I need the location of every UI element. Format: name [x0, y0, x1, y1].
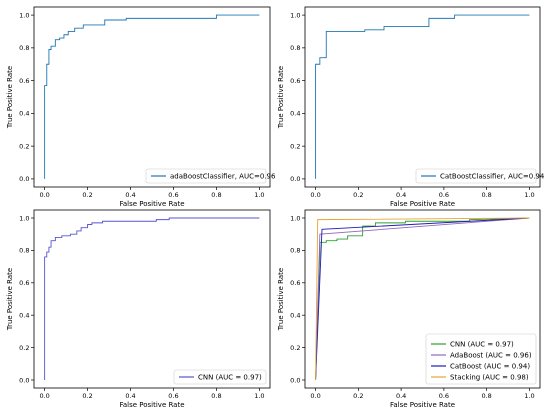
axes-frame	[33, 209, 271, 389]
x-tick-label: 1.0	[254, 392, 264, 400]
y-tick-label: 0.0	[19, 175, 29, 183]
x-tick-label: 0.4	[396, 392, 406, 400]
y-tick-label: 0.0	[290, 376, 300, 384]
legend-entry: AdaBoost (AUC = 0.96)	[450, 351, 532, 359]
legend-entry: adaBoostClassifier, AUC=0.96	[170, 172, 276, 180]
roc-curve-series	[44, 217, 260, 380]
roc-curve-series	[315, 217, 530, 380]
y-tick-label: 0.2	[290, 344, 300, 352]
legend: CNN (AUC = 0.97)	[173, 369, 267, 385]
x-tick-label: 0.8	[481, 392, 491, 400]
legend: CatBoostClassifier, AUC=0.94	[415, 168, 545, 184]
x-axis-label: False Positive Rate	[119, 401, 184, 409]
legend-entry: CNN (AUC = 0.97)	[450, 340, 514, 348]
legend-entry: CNN (AUC = 0.97)	[198, 373, 262, 381]
legend-entry: Stacking (AUC = 0.98)	[450, 373, 529, 381]
x-axis-label: False Positive Rate	[390, 200, 455, 208]
roc-panel-3: 0.0 0.2 0.4 0.6 0.8 1.0 0.0 0.2 0.4 0.6 0.8 1.0 Fals…	[6, 209, 271, 409]
axes-frame	[304, 209, 541, 389]
legend-entry: CatBoost (AUC = 0.94)	[450, 362, 530, 370]
y-tick-label: 0.8	[290, 247, 300, 255]
legend: adaBoostClassifier, AUC=0.96	[145, 168, 276, 184]
x-tick-label: 0.6	[439, 191, 449, 199]
y-tick-label: 0.2	[290, 142, 300, 150]
roc-curve-series	[315, 217, 530, 381]
y-tick-label: 1.0	[19, 214, 29, 222]
x-tick-label: 0.6	[168, 392, 178, 400]
x-tick-label: 0.0	[310, 392, 320, 400]
x-tick-label: 0.8	[211, 392, 221, 400]
y-tick-label: 0.6	[19, 77, 29, 85]
x-tick-label: 1.0	[254, 191, 264, 199]
y-axis-label: True Positive Rate	[277, 66, 285, 129]
y-tick-label: 0.2	[19, 344, 29, 352]
y-tick-label: 0.4	[19, 311, 29, 319]
y-axis-label: True Positive Rate	[277, 268, 285, 331]
x-tick-label: 1.0	[524, 191, 534, 199]
x-tick-label: 0.4	[396, 191, 406, 199]
roc-curve-series	[44, 14, 260, 179]
y-tick-label: 0.0	[290, 175, 300, 183]
roc-panel-1: 0.0 0.2 0.4 0.6 0.8 1.0 0.0 0.2 0.4 0.6 0.8 1.0 Fals…	[6, 6, 276, 208]
x-tick-label: 0.4	[125, 191, 135, 199]
y-axis-label: True Positive Rate	[6, 66, 14, 129]
legend-box	[425, 333, 537, 385]
x-tick-label: 0.4	[125, 392, 135, 400]
y-axis-label: True Positive Rate	[6, 268, 14, 331]
x-tick-label: 0.0	[39, 392, 49, 400]
roc-panel-4: 0.0 0.2 0.4 0.6 0.8 1.0 0.0 0.2 0.4 0.6 0.8 1.0 Fals…	[277, 209, 541, 409]
legend-entry: CatBoostClassifier, AUC=0.94	[440, 172, 545, 180]
x-axis-label: False Positive Rate	[119, 200, 184, 208]
x-axis-label: False Positive Rate	[390, 401, 455, 409]
x-tick-label: 0.2	[353, 191, 363, 199]
y-tick-label: 0.8	[290, 44, 300, 52]
y-tick-label: 0.2	[19, 142, 29, 150]
roc-curve-series	[315, 217, 530, 381]
y-tick-label: 1.0	[19, 11, 29, 19]
x-tick-label: 0.2	[82, 392, 92, 400]
y-tick-label: 0.4	[290, 110, 300, 118]
y-tick-label: 0.6	[290, 77, 300, 85]
x-tick-label: 0.0	[39, 191, 49, 199]
legend-box	[415, 168, 537, 184]
roc-curve-series	[315, 14, 530, 179]
x-tick-label: 0.6	[439, 392, 449, 400]
y-tick-label: 0.8	[19, 247, 29, 255]
y-tick-label: 0.0	[19, 376, 29, 384]
roc-panel-2: 0.0 0.2 0.4 0.6 0.8 1.0 0.0 0.2 0.4 0.6 0.8 1.0 Fals…	[277, 6, 545, 208]
legend-box	[145, 168, 267, 184]
x-tick-label: 0.0	[310, 191, 320, 199]
x-tick-label: 0.6	[168, 191, 178, 199]
y-tick-label: 1.0	[290, 214, 300, 222]
x-tick-label: 0.8	[211, 191, 221, 199]
y-tick-label: 0.4	[290, 311, 300, 319]
legend-box	[173, 369, 267, 385]
y-tick-label: 0.8	[19, 44, 29, 52]
x-tick-label: 0.8	[481, 191, 491, 199]
y-tick-label: 1.0	[290, 11, 300, 19]
y-tick-label: 0.4	[19, 110, 29, 118]
x-tick-label: 0.2	[353, 392, 363, 400]
y-tick-label: 0.6	[290, 279, 300, 287]
y-tick-label: 0.6	[19, 279, 29, 287]
axes-frame	[304, 6, 541, 188]
roc-curve-series	[315, 217, 530, 381]
x-tick-label: 1.0	[524, 392, 534, 400]
axes-frame	[33, 6, 271, 188]
x-tick-label: 0.2	[82, 191, 92, 199]
legend: CNN (AUC = 0.97) AdaBoost (AUC = 0.96) Cat…	[425, 333, 537, 385]
